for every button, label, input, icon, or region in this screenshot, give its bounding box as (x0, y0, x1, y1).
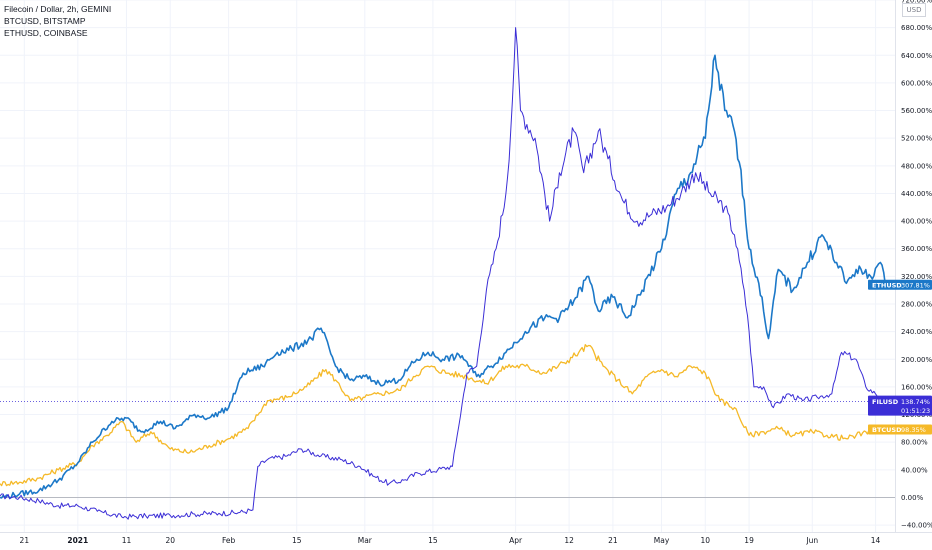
legend-series-btcusd: BTCUSD, BITSTAMP (4, 16, 86, 26)
y-tick-label: 200.00% (901, 356, 932, 364)
y-tick-label: 480.00% (901, 162, 932, 170)
legend-title: Filecoin / Dollar, 2h, GEMINI (4, 4, 112, 14)
y-tick-label: 0.00% (901, 494, 924, 502)
price-tags: FILUSD 138.74%01:51:23 BTCUSD 98.35% ETHUSD 3… (868, 279, 932, 435)
x-tick-label: 2021 (67, 536, 88, 545)
y-tick-label: 400.00% (901, 218, 932, 226)
x-tick-label: May (654, 536, 670, 545)
x-tick-label: Apr (509, 536, 523, 545)
y-tick-label: 560.00% (901, 107, 932, 115)
currency-button[interactable]: USD (902, 3, 926, 17)
x-tick-label: 19 (744, 536, 754, 545)
y-tick-label: 360.00% (901, 245, 932, 253)
x-tick-label: Feb (222, 536, 236, 545)
y-tick-label: 320.00% (901, 273, 932, 281)
series-line-ethusd (0, 54, 887, 499)
price-tag-name: FILUSD (872, 398, 899, 406)
x-tick-label: Jun (805, 536, 818, 545)
x-tick-label: 15 (292, 536, 302, 545)
y-tick-label: 720.00% (901, 0, 932, 5)
y-tick-label: 160.00% (901, 383, 932, 391)
x-tick-label: 21 (608, 536, 618, 545)
x-tick-label: 10 (701, 536, 711, 545)
y-axis: −40.00%0.00%40.00%80.00%120.00%160.00%20… (895, 0, 932, 532)
price-tag-ethusd (868, 279, 932, 290)
x-axis: 21 2021 11 20 Feb 15 Mar 15 Apr 12 21 May 10 19 Jun 14 (0, 532, 932, 545)
y-tick-label: 240.00% (901, 328, 932, 336)
x-tick-label: 15 (428, 536, 438, 545)
price-tag-countdown: 01:51:23 (901, 407, 930, 415)
price-tag-value: 98.35% (901, 426, 926, 434)
y-tick-label: 40.00% (901, 466, 928, 474)
y-tick-label: 520.00% (901, 135, 932, 143)
series-layer (0, 27, 887, 520)
y-tick-label: 440.00% (901, 190, 932, 198)
price-tag-name: ETHUSD (872, 281, 902, 289)
price-tag-btcusd (868, 424, 932, 435)
price-tag-filusd (868, 395, 932, 416)
series-line-filusd (0, 27, 886, 520)
x-tick-label: 14 (871, 536, 881, 545)
series-line-btcusd (0, 344, 886, 487)
x-tick-label: 12 (564, 536, 574, 545)
y-tick-label: 80.00% (901, 439, 928, 447)
x-tick-label: 11 (122, 536, 132, 545)
y-tick-label: −40.00% (901, 522, 932, 530)
grid (0, 0, 895, 532)
y-tick-label: 600.00% (901, 79, 932, 87)
x-tick-label: Mar (358, 536, 373, 545)
legend-series-ethusd: ETHUSD, COINBASE (4, 28, 88, 38)
price-tag-value: 307.81% (901, 281, 930, 289)
x-tick-label: 20 (165, 536, 175, 545)
y-tick-label: 640.00% (901, 52, 932, 60)
x-tick-label: 21 (20, 536, 30, 545)
price-tag-name: BTCUSD (872, 426, 902, 434)
y-tick-label: 280.00% (901, 301, 932, 309)
y-tick-label: 680.00% (901, 24, 932, 32)
price-tag-value: 138.74% (901, 398, 930, 406)
chart-legend: Filecoin / Dollar, 2h, GEMINI BTCUSD, BI… (4, 3, 111, 39)
